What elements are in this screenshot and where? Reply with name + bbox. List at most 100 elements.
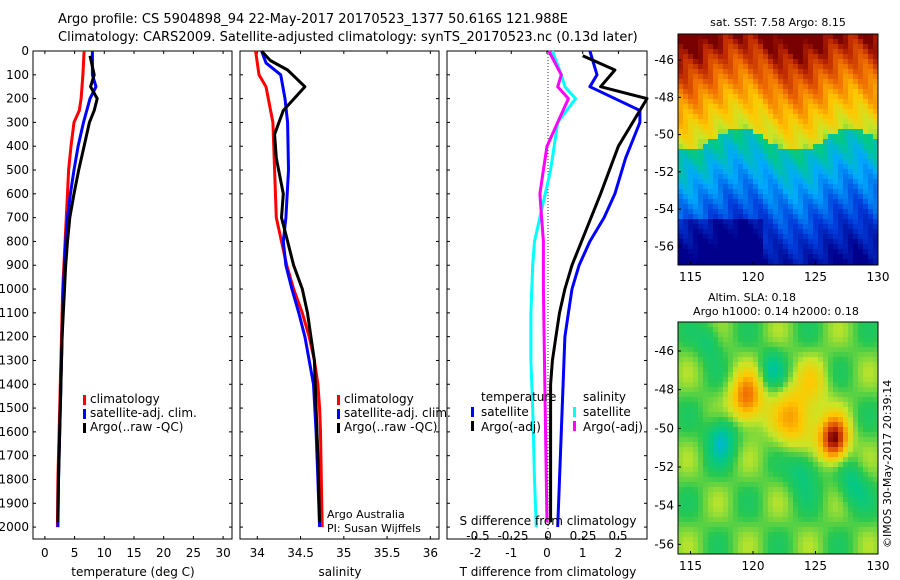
heatmap-cell — [853, 532, 858, 537]
heatmap-cell — [713, 422, 718, 427]
heatmap-cell — [858, 367, 863, 372]
heatmap-cell — [838, 517, 843, 522]
heatmap-cell — [778, 442, 783, 447]
heatmap-cell — [693, 352, 698, 357]
heatmap-cell — [868, 84, 873, 89]
heatmap-cell — [823, 522, 828, 527]
heatmap-cell — [733, 124, 738, 129]
heatmap-cell — [688, 332, 693, 337]
heatmap-cell — [858, 427, 863, 432]
heatmap-cell — [703, 407, 708, 412]
heatmap-cell — [833, 49, 838, 54]
heatmap-cell — [693, 417, 698, 422]
heatmap-cell — [688, 194, 693, 199]
heatmap-cell — [713, 352, 718, 357]
heatmap-cell — [703, 84, 708, 89]
heatmap-cell — [848, 352, 853, 357]
heatmap-cell — [773, 437, 778, 442]
heatmap-cell — [728, 54, 733, 59]
heatmap-cell — [773, 109, 778, 114]
heatmap-cell — [778, 387, 783, 392]
heatmap-cell — [823, 219, 828, 224]
heatmap-cell — [828, 99, 833, 104]
heatmap-cell — [838, 34, 843, 39]
heatmap-cell — [758, 209, 763, 214]
heatmap-cell — [863, 254, 868, 259]
heatmap-cell — [788, 54, 793, 59]
heatmap-cell — [678, 467, 683, 472]
heatmap-cell — [728, 382, 733, 387]
heatmap-cell — [698, 382, 703, 387]
heatmap-cell — [773, 337, 778, 342]
heatmap-cell — [723, 209, 728, 214]
heatmap-cell — [873, 372, 878, 377]
heatmap-cell — [713, 537, 718, 542]
heatmap-cell — [808, 382, 813, 387]
heatmap-cell — [793, 502, 798, 507]
heatmap-cell — [678, 124, 683, 129]
heatmap-cell — [743, 69, 748, 74]
heatmap-cell — [798, 497, 803, 502]
salinity-yticks — [240, 50, 439, 528]
heatmap-cell — [783, 542, 788, 547]
heatmap-cell — [683, 477, 688, 482]
heatmap-cell — [813, 362, 818, 367]
heatmap-cell — [823, 427, 828, 432]
heatmap-cell — [703, 447, 708, 452]
heatmap-cell — [853, 362, 858, 367]
heatmap-cell — [723, 407, 728, 412]
heatmap-cell — [788, 487, 793, 492]
heatmap-cell — [788, 552, 793, 554]
heatmap-cell — [718, 512, 723, 517]
heatmap-cell — [798, 219, 803, 224]
series-line-0 — [254, 50, 324, 528]
heatmap-cell — [768, 327, 773, 332]
heatmap-cell — [728, 224, 733, 229]
heatmap-cell — [753, 437, 758, 442]
heatmap-cell — [833, 362, 838, 367]
heatmap-cell — [828, 249, 833, 254]
heatmap-cell — [808, 254, 813, 259]
heatmap-cell — [783, 377, 788, 382]
heatmap-cell — [768, 59, 773, 64]
heatmap-cell — [793, 547, 798, 552]
heatmap-cell — [808, 347, 813, 352]
heatmap-cell — [693, 154, 698, 159]
heatmap-cell — [748, 477, 753, 482]
heatmap-cell — [768, 154, 773, 159]
heatmap-cell — [808, 417, 813, 422]
heatmap-cell — [858, 497, 863, 502]
heatmap-cell — [798, 134, 803, 139]
heatmap-cell — [823, 124, 828, 129]
heatmap-cell — [718, 442, 723, 447]
heatmap-cell — [843, 249, 848, 254]
heatmap-cell — [703, 174, 708, 179]
sla-map-title-2: Argo h1000: 0.14 h2000: 0.18 — [693, 305, 859, 318]
heatmap-cell — [758, 59, 763, 64]
heatmap-cell — [838, 219, 843, 224]
heatmap-cell — [688, 89, 693, 94]
heatmap-cell — [753, 189, 758, 194]
heatmap-cell — [838, 397, 843, 402]
heatmap-cell — [778, 89, 783, 94]
heatmap-cell — [873, 249, 878, 254]
heatmap-cell — [688, 39, 693, 44]
heatmap-cell — [863, 69, 868, 74]
heatmap-cell — [743, 512, 748, 517]
heatmap-cell — [788, 322, 793, 327]
heatmap-cell — [678, 452, 683, 457]
heatmap-cell — [788, 229, 793, 234]
heatmap-cell — [863, 84, 868, 89]
heatmap-cell — [833, 527, 838, 532]
heatmap-cell — [818, 164, 823, 169]
heatmap-cell — [818, 44, 823, 49]
heatmap-cell — [783, 392, 788, 397]
heatmap-cell — [803, 512, 808, 517]
heatmap-cell — [863, 452, 868, 457]
heatmap-cell — [698, 392, 703, 397]
heatmap-cell — [853, 427, 858, 432]
heatmap-cell — [833, 124, 838, 129]
heatmap-cell — [788, 492, 793, 497]
heatmap-cell — [813, 99, 818, 104]
heatmap-cell — [853, 189, 858, 194]
